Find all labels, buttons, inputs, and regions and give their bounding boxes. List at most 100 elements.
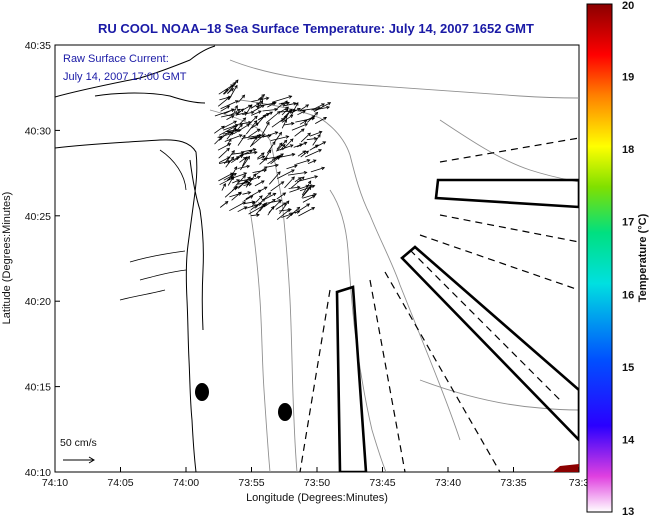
current-vector [239, 117, 246, 124]
current-vector-head [280, 181, 285, 185]
current-vector [248, 128, 261, 138]
current-vector [299, 120, 307, 125]
current-vector-head [314, 111, 319, 116]
current-vector-head [241, 94, 246, 99]
current-vector-head [222, 182, 226, 187]
current-vector-head [296, 210, 301, 214]
current-vector-head [244, 156, 248, 160]
current-vector [278, 102, 290, 105]
current-vector-head [258, 202, 263, 206]
current-vector [276, 208, 291, 221]
current-vector [284, 102, 297, 107]
current-vector-head [233, 120, 238, 124]
current-vector [309, 144, 319, 151]
current-vector [276, 142, 283, 150]
current-vector [245, 120, 258, 135]
current-vector-head [257, 110, 262, 114]
current-vector [230, 154, 243, 164]
current-vector-head [246, 155, 250, 160]
current-vector-head [248, 182, 253, 187]
current-vector-head [226, 147, 230, 152]
colorbar-ticks: 20 19 18 17 16 15 14 13 [622, 0, 635, 518]
current-vector [251, 134, 265, 146]
current-vector-head [297, 107, 301, 112]
current-vector-head [253, 150, 258, 155]
current-vector [300, 132, 311, 143]
colorbar-label: Temperature (°C) [637, 213, 649, 302]
current-vector-head [252, 148, 257, 152]
current-vector-head [307, 132, 311, 137]
current-vector [299, 104, 309, 111]
current-vector-head [261, 94, 266, 98]
current-vector-head [251, 200, 256, 205]
x-tick-label: 73:40 [435, 477, 461, 489]
current-vector [290, 102, 299, 116]
current-vector [264, 193, 276, 200]
current-vector [313, 102, 331, 112]
current-vector [294, 128, 305, 137]
current-vector [223, 173, 237, 181]
current-vector [301, 180, 312, 196]
current-vector-head [233, 166, 238, 170]
station-marker [278, 403, 292, 421]
current-vector [242, 156, 248, 167]
current-vector [243, 195, 253, 202]
current-vector [295, 159, 310, 165]
current-vector-head [262, 204, 267, 208]
y-tick-label: 40:20 [25, 296, 51, 308]
current-vector-head [230, 156, 235, 161]
current-vector [218, 160, 231, 164]
current-vector [226, 174, 234, 182]
x-axis: 74:10 74:05 74:00 73:55 73:50 73:45 73:40 73:35… [42, 467, 589, 489]
current-vector [310, 167, 325, 173]
current-vector-head [318, 149, 322, 153]
current-vector [217, 143, 231, 151]
current-vector [254, 180, 265, 187]
current-vector [275, 202, 287, 210]
current-vector [237, 112, 247, 116]
current-vector-head [235, 123, 239, 128]
current-vector-head [312, 159, 317, 163]
current-vector-head [266, 121, 270, 126]
current-vector-head [248, 104, 252, 109]
current-vector-head [226, 96, 231, 101]
current-vector-head [234, 105, 238, 109]
current-vector [287, 172, 307, 176]
current-vector [289, 185, 309, 193]
current-vector [263, 199, 276, 208]
current-vector-head [242, 134, 246, 139]
current-vector [262, 109, 278, 112]
current-vector [257, 155, 265, 160]
current-vector-head [234, 84, 238, 89]
current-vector [299, 185, 315, 192]
current-vector [257, 152, 265, 159]
y-axis-label: Latitude (Degrees:Minutes) [1, 192, 13, 325]
current-vector-head [290, 121, 295, 126]
current-vector-head [252, 173, 257, 177]
current-vector [270, 136, 289, 141]
current-vector-head [235, 100, 239, 104]
current-vector-head [256, 213, 260, 217]
current-vector [279, 106, 289, 113]
current-vector-head [292, 108, 297, 113]
current-vector-head [240, 108, 245, 112]
sampling-boxes [335, 178, 579, 472]
current-vector [271, 156, 280, 160]
current-vector [219, 201, 229, 208]
inner-coast [119, 149, 187, 301]
current-vector-head [265, 112, 270, 117]
current-vector-head [260, 180, 265, 184]
current-vector [229, 201, 246, 212]
current-vector-head [282, 202, 287, 206]
current-vector [226, 129, 238, 132]
current-vector-head [261, 155, 266, 159]
current-vector [227, 176, 234, 186]
current-vector-head [304, 123, 309, 127]
current-vector-head [263, 168, 268, 173]
current-vector [273, 132, 282, 143]
current-vector-head [286, 101, 291, 105]
current-vector [222, 120, 237, 129]
current-vector [280, 144, 286, 151]
current-vector [220, 100, 239, 110]
current-vector-head [270, 205, 275, 210]
